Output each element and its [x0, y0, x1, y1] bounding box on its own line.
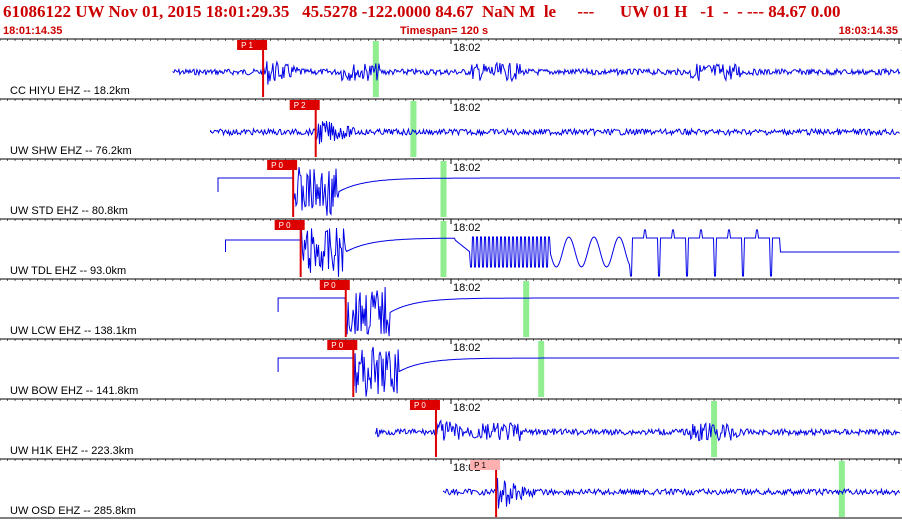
seismic-trace[interactable]	[225, 227, 900, 277]
pick-flag[interactable]	[289, 100, 320, 110]
pick-flag-label: P 0	[414, 401, 426, 410]
travel-time-marker	[440, 221, 447, 277]
start-time-label: 18:01:14.35	[3, 25, 63, 37]
pick-flag[interactable]	[267, 160, 298, 170]
seismic-trace[interactable]	[172, 60, 901, 85]
minute-tick-label: 18:02	[453, 402, 481, 414]
header-bar: 61086122 UW Nov 01, 2015 18:01:29.35 45.…	[0, 0, 902, 38]
timespan-label: Timespan= 120 s	[400, 25, 489, 37]
seismic-trace[interactable]	[375, 419, 901, 442]
event-title: 61086122 UW Nov 01, 2015 18:01:29.35 45.…	[3, 2, 841, 21]
end-time-label: 18:03:14.35	[838, 25, 898, 37]
pick-flag[interactable]	[327, 340, 358, 350]
pick-flag-label: P 0	[331, 341, 343, 350]
seismic-trace[interactable]	[277, 286, 900, 337]
station-label: UW BOW EHZ -- 141.8km	[10, 385, 138, 397]
travel-time-marker	[440, 161, 447, 217]
station-label: UW TDL EHZ -- 93.0km	[10, 265, 126, 277]
minute-tick-label: 18:02	[453, 42, 481, 54]
minute-tick-label: 18:02	[453, 342, 481, 354]
travel-time-marker	[838, 461, 845, 517]
travel-time-marker	[523, 281, 530, 337]
station-label: UW SHW EHZ -- 76.2km	[10, 145, 132, 157]
pick-flag[interactable]	[319, 280, 350, 290]
pick-flag[interactable]	[409, 400, 440, 410]
minute-tick-label: 18:02	[453, 102, 481, 114]
station-label: UW LCW EHZ -- 138.1km	[10, 325, 137, 337]
pick-flag[interactable]	[274, 220, 305, 230]
station-label: CC HIYU EHZ -- 18.2km	[10, 85, 130, 97]
seismic-trace[interactable]	[210, 120, 900, 145]
pick-flag-label: P 2	[294, 101, 306, 110]
pick-flag-label: P 1	[241, 41, 253, 50]
minute-tick-label: 18:02	[453, 282, 481, 294]
pick-flag-label: P 0	[324, 281, 336, 290]
seismic-trace[interactable]	[277, 346, 900, 397]
pick-flag-label: P 0	[271, 161, 283, 170]
minute-tick-label: 18:02	[453, 162, 481, 174]
seismic-trace[interactable]	[443, 477, 900, 509]
pick-flag-label: P 1	[474, 461, 486, 470]
travel-time-marker	[538, 341, 545, 397]
pick-flag-label: P 0	[279, 221, 291, 230]
travel-time-marker	[410, 101, 417, 157]
station-label: UW STD EHZ -- 80.8km	[10, 205, 128, 217]
pick-flag[interactable]	[237, 40, 268, 50]
seismic-trace[interactable]	[217, 167, 900, 216]
station-label: UW H1K EHZ -- 223.3km	[10, 445, 133, 457]
minute-tick-label: 18:02	[453, 222, 481, 234]
station-label: UW OSD EHZ -- 285.8km	[10, 505, 136, 517]
pick-flag[interactable]	[470, 460, 501, 470]
